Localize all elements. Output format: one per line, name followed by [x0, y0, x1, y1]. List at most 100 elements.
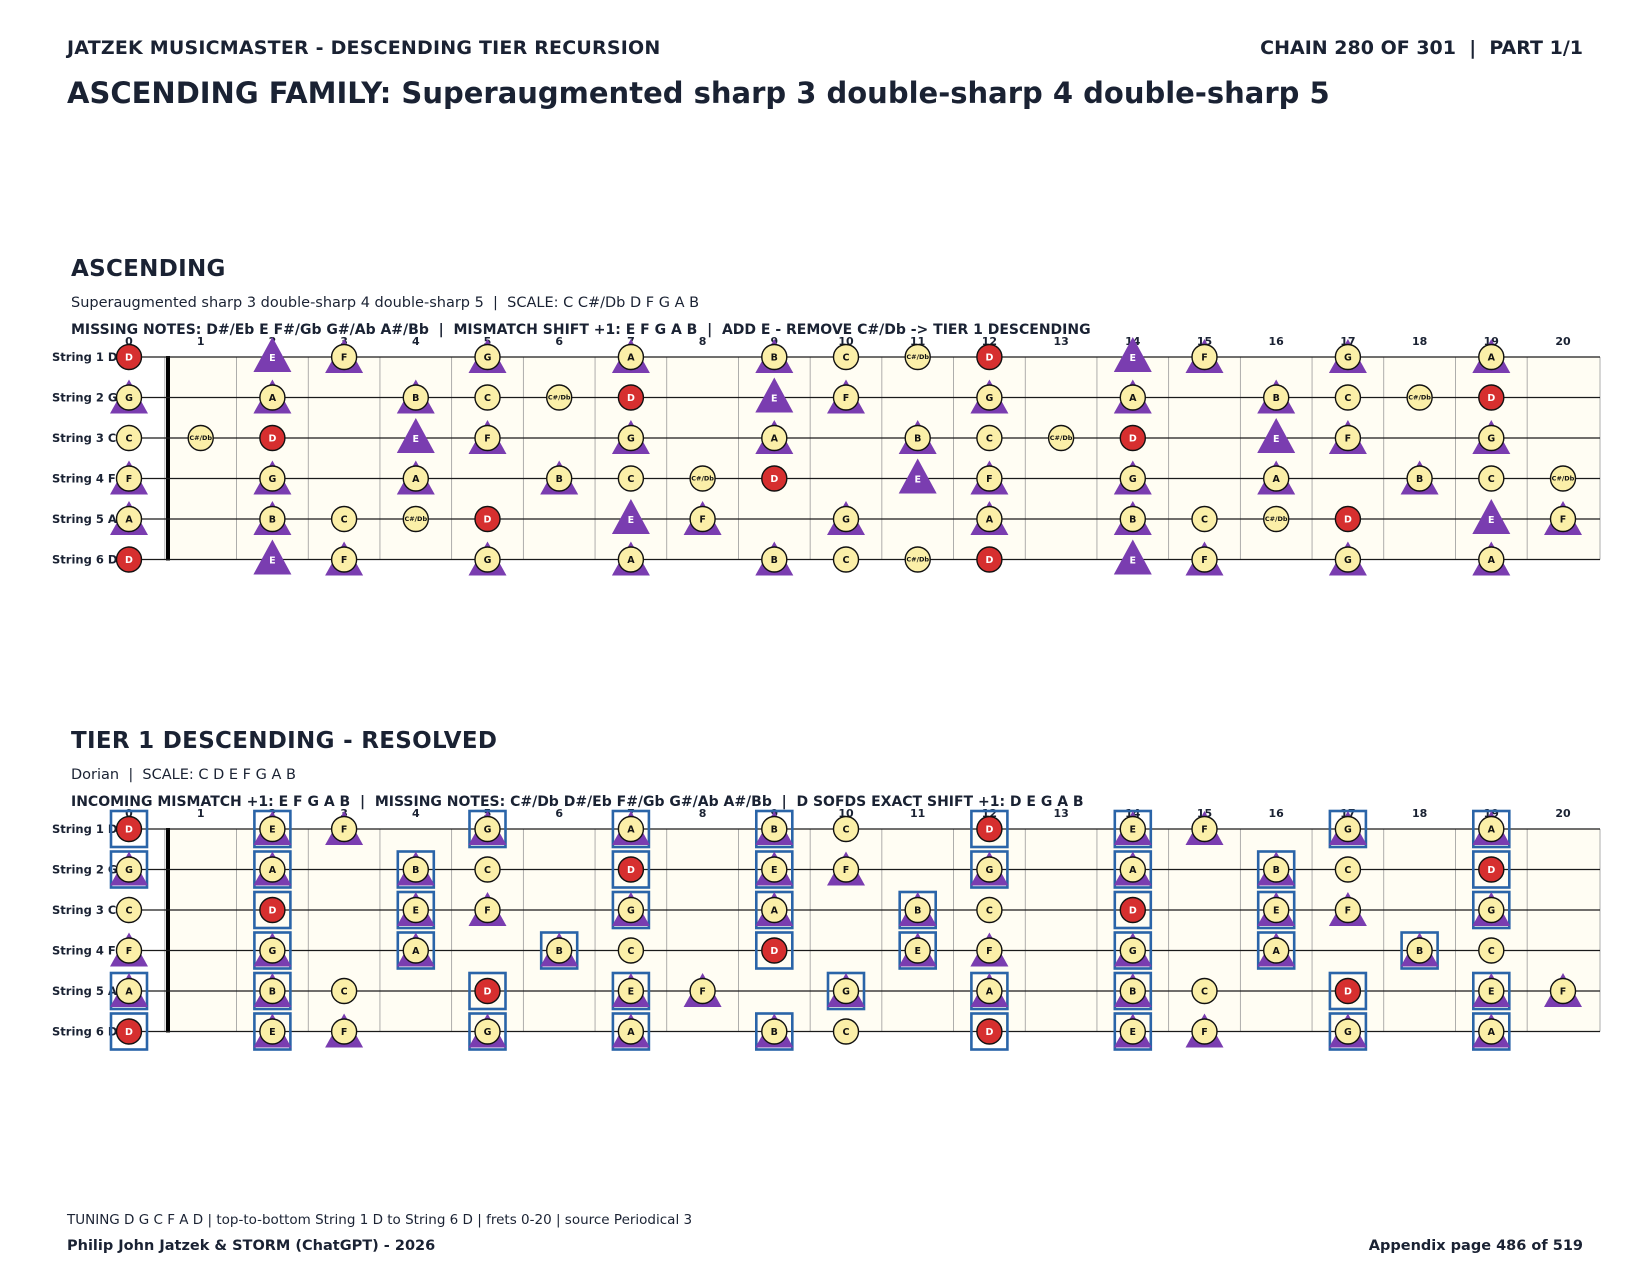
scale-note — [259, 505, 286, 533]
scale-note — [617, 465, 645, 492]
fret-number: 6 — [555, 807, 563, 820]
note-label: A — [986, 987, 994, 998]
scale-note — [115, 977, 143, 1005]
note-label: E — [1488, 987, 1495, 998]
scale-note — [1334, 384, 1362, 411]
scale-note — [1334, 546, 1362, 573]
note-label: A — [1273, 946, 1281, 957]
scale-note — [1191, 1018, 1218, 1045]
scale-note — [1119, 856, 1147, 883]
scale-note — [1119, 465, 1147, 492]
note-label: F — [341, 555, 348, 566]
triangle-marker — [1113, 539, 1152, 575]
scale-note — [976, 856, 1003, 883]
scale-note — [689, 465, 716, 492]
note-label: F — [986, 474, 993, 485]
root-note — [115, 343, 143, 371]
note-label: F — [341, 1027, 348, 1038]
note-label: A — [1488, 353, 1496, 364]
note-label: A — [627, 353, 635, 364]
note-label: D — [1487, 865, 1495, 876]
scale-note — [1478, 546, 1505, 573]
scale-note — [330, 977, 358, 1005]
note-label: G — [268, 474, 276, 485]
scale-note — [1334, 424, 1362, 452]
scale-note — [1262, 856, 1290, 883]
note-label: C — [1488, 474, 1495, 485]
scale-note — [832, 1018, 860, 1045]
note-label: D — [985, 825, 993, 836]
root-note — [1334, 977, 1362, 1005]
note-label: B — [914, 434, 921, 445]
scale-note — [115, 937, 143, 964]
note-label: D — [1487, 393, 1495, 404]
scale-note — [1478, 815, 1505, 843]
note-label: A — [125, 515, 133, 526]
note-label: G — [985, 393, 993, 404]
note-label: G — [1487, 906, 1495, 917]
note-label: F — [1201, 1027, 1208, 1038]
triangle-marker — [611, 499, 650, 534]
scale-note — [330, 1018, 358, 1045]
scale-note — [761, 856, 788, 883]
note-label: B — [269, 515, 276, 526]
note-label: C — [843, 825, 850, 836]
scale-note — [1406, 465, 1433, 492]
scale-note — [1119, 977, 1147, 1005]
scale-note — [1262, 896, 1290, 924]
scale-note — [976, 977, 1003, 1005]
note-label: D — [484, 515, 492, 526]
note-label: A — [1488, 825, 1496, 836]
scale-note — [689, 977, 716, 1005]
note-label: C — [843, 353, 850, 364]
section-info-descending: INCOMING MISMATCH +1: E F G A B | MISSIN… — [71, 794, 1084, 810]
note-label: B — [1129, 515, 1136, 526]
note-label: E — [914, 946, 921, 957]
scale-note — [904, 896, 931, 924]
section-info-ascending: MISSING NOTES: D#/Eb E F#/Gb G#/Ab A#/Bb… — [71, 322, 1091, 338]
note-label: E — [269, 825, 276, 836]
scale-note — [115, 384, 143, 411]
scale-note — [1406, 937, 1433, 964]
note-label: G — [842, 987, 850, 998]
note-label: G — [484, 825, 492, 836]
scale-note — [474, 384, 501, 411]
string-label: String 6 D — [52, 553, 117, 567]
note-label: F — [699, 987, 706, 998]
note-label: C — [986, 434, 993, 445]
note-label: C#/Db — [404, 515, 427, 523]
note-label: C — [1488, 946, 1495, 957]
string-label: String 4 F — [52, 944, 116, 958]
fret-number: 20 — [1555, 807, 1571, 820]
scale-note — [402, 937, 429, 964]
scale-note — [259, 1018, 286, 1045]
scale-note — [761, 815, 788, 843]
note-label: D — [1129, 434, 1137, 445]
note-label: F — [1560, 515, 1567, 526]
highlight-box — [970, 1012, 1009, 1051]
scale-note — [1478, 424, 1505, 452]
note-label: D — [985, 353, 993, 364]
note-label: B — [412, 865, 419, 876]
fret-number: 16 — [1269, 807, 1285, 820]
fretboard-background — [168, 829, 1600, 1032]
note-label: F — [1560, 987, 1567, 998]
highlight-box — [109, 1012, 149, 1051]
note-label: E — [1130, 825, 1137, 836]
note-label: E — [1130, 353, 1137, 364]
fret-number: 0 — [125, 335, 133, 348]
note-label: G — [627, 434, 635, 445]
note-label: D — [770, 474, 778, 485]
note-label: C — [1201, 515, 1208, 526]
note-label: G — [1344, 555, 1352, 566]
note-label: C — [627, 474, 634, 485]
note-label: D — [985, 555, 993, 566]
note-label: C — [1344, 393, 1351, 404]
scale-note — [1191, 977, 1218, 1005]
fret-number: 8 — [699, 807, 707, 820]
root-note — [474, 505, 501, 533]
highlight-box — [970, 809, 1009, 849]
triangle-marker — [396, 418, 435, 453]
note-label: C#/Db — [691, 475, 714, 483]
note-label: A — [627, 555, 635, 566]
